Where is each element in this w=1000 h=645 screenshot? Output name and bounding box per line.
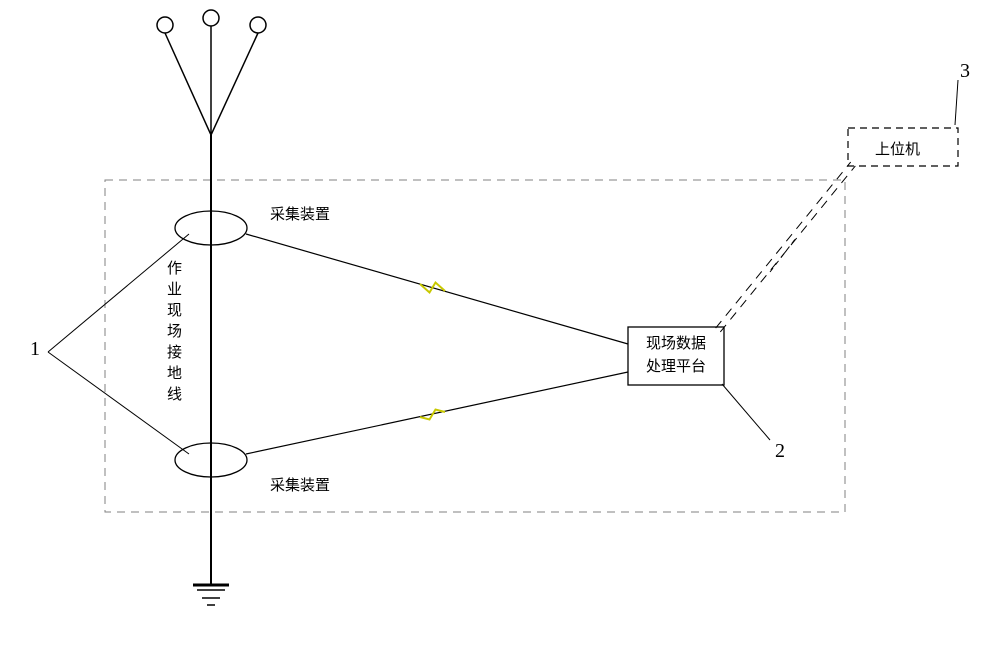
callout-2: 2 (775, 440, 785, 463)
host-label: 上位机 (875, 138, 920, 159)
ground-line-label: 作业现场接地线 (163, 260, 184, 407)
collector-top-label: 采集装置 (270, 203, 330, 224)
callout-3: 3 (960, 60, 970, 83)
callout-1: 1 (30, 338, 40, 361)
platform-label-line2: 处理平台 (646, 359, 706, 375)
collector-bottom-label: 采集装置 (270, 474, 330, 495)
platform-label: 现场数据 处理平台 (635, 333, 717, 378)
system-diagram (0, 0, 1000, 645)
platform-label-line1: 现场数据 (646, 336, 706, 352)
